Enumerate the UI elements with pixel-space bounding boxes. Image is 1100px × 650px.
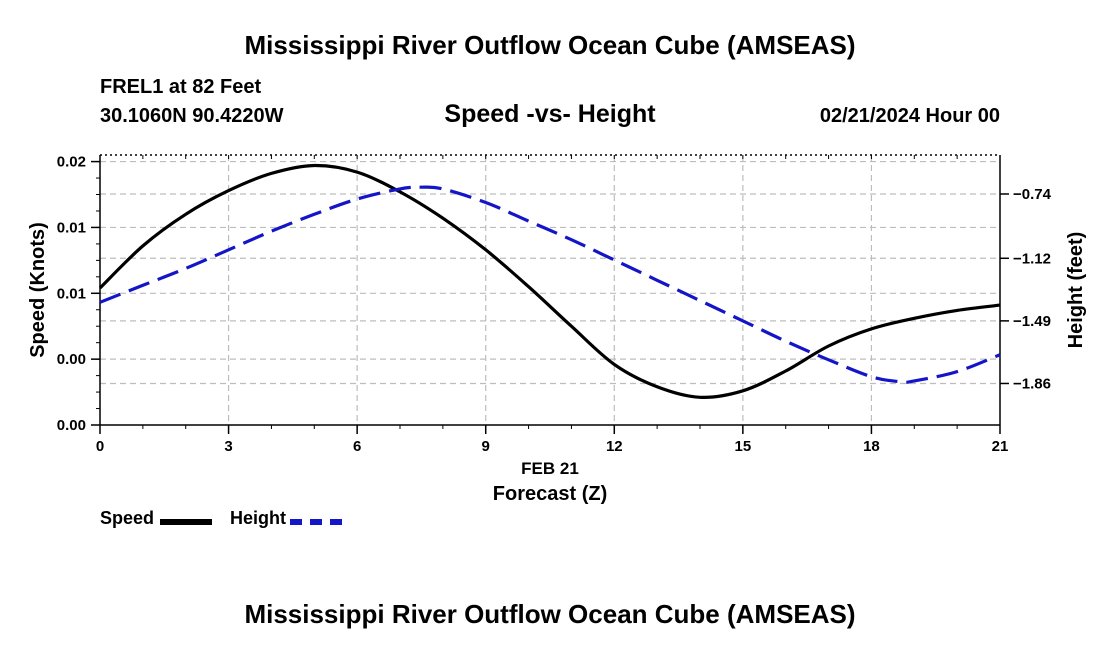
y-axis-title: Speed (Knots) [27,222,49,358]
station-label: FREL1 at 82 Feet [100,76,262,98]
y-tick-label: 0.01 [57,219,86,236]
y-tick-label: 0.00 [57,417,86,434]
y2-tick-label: −1.12 [1013,250,1051,267]
y2-axis-title: Height (feet) [1065,232,1087,349]
forecast-datetime: 02/21/2024 Hour 00 [819,105,1000,127]
x-tick-label: 15 [735,438,752,455]
x-tick-label: 3 [224,438,232,455]
coordinates-label: 30.1060N 90.4220W [100,105,284,127]
x-tick-label: 18 [863,438,880,455]
x-tick-label: 9 [482,438,490,455]
y-tick-label: 0.01 [57,285,86,302]
y2-tick-label: −1.86 [1013,375,1051,392]
series-line-speed [98,163,1001,399]
series-line-height [99,185,1001,384]
x-tick-label: 6 [353,438,361,455]
legend-height-label: Height [230,508,286,528]
y2-tick-label: −0.74 [1013,186,1052,203]
legend-speed-label: Speed [100,508,155,528]
x-axis-title: Forecast (Z) [493,483,607,505]
y-tick-label: 0.02 [57,154,86,171]
legend-speed-swatch [160,519,212,525]
footer-title: Mississippi River Outflow Ocean Cube (AM… [244,599,856,629]
legend-height-swatch [290,519,342,525]
chart-subtitle: Speed -vs- Height [444,100,656,128]
x-date-label: FEB 21 [521,459,579,478]
x-tick-label: 21 [992,438,1009,455]
x-tick-label: 12 [606,438,623,455]
main-title: Mississippi River Outflow Ocean Cube (AM… [244,30,856,60]
y2-tick-label: −1.49 [1013,313,1051,330]
y-tick-label: 0.00 [57,351,86,368]
x-tick-label: 0 [96,438,104,455]
